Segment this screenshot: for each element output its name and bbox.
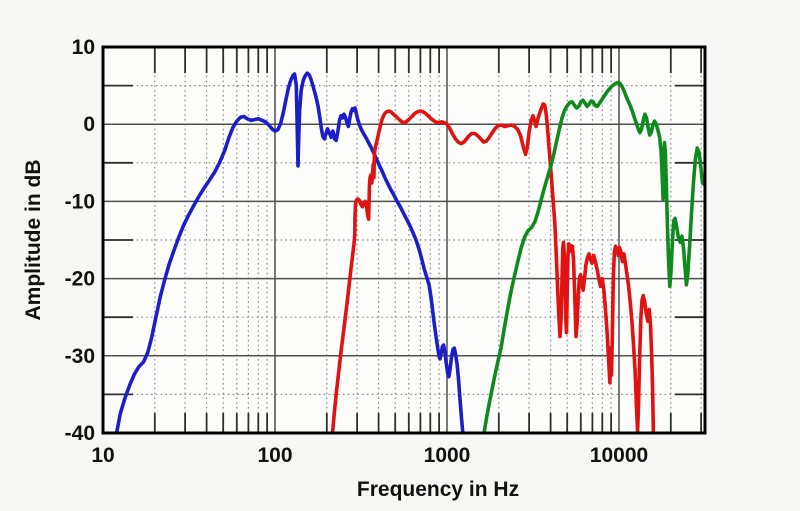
plot-frame: [101, 45, 707, 435]
x-tick-label: 1000: [424, 444, 471, 467]
x-tick-label: 10000: [590, 444, 648, 467]
blue-curve: [114, 71, 465, 433]
y-tick-label: -30: [65, 345, 95, 368]
x-tick-label: 100: [257, 444, 292, 467]
x-axis-title: Frequency in Hz: [357, 478, 519, 501]
red-curve: [330, 102, 656, 433]
y-tick-label: -10: [65, 190, 95, 213]
x-tick-label: 10: [91, 444, 114, 467]
series-layer: [114, 71, 705, 433]
y-axis-title: Amplitude in dB: [22, 160, 45, 321]
grid-layer: [103, 47, 705, 433]
y-tick-label: 10: [72, 36, 95, 59]
plot-area: [103, 47, 705, 433]
y-tick-label: -40: [65, 422, 95, 445]
green-curve: [482, 80, 705, 433]
y-tick-label: -20: [65, 268, 95, 291]
y-tick-label: 0: [83, 113, 95, 136]
